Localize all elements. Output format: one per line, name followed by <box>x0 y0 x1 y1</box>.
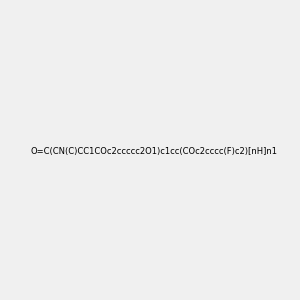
Text: O=C(CN(C)CC1COc2ccccc2O1)c1cc(COc2cccc(F)c2)[nH]n1: O=C(CN(C)CC1COc2ccccc2O1)c1cc(COc2cccc(F… <box>30 147 277 156</box>
